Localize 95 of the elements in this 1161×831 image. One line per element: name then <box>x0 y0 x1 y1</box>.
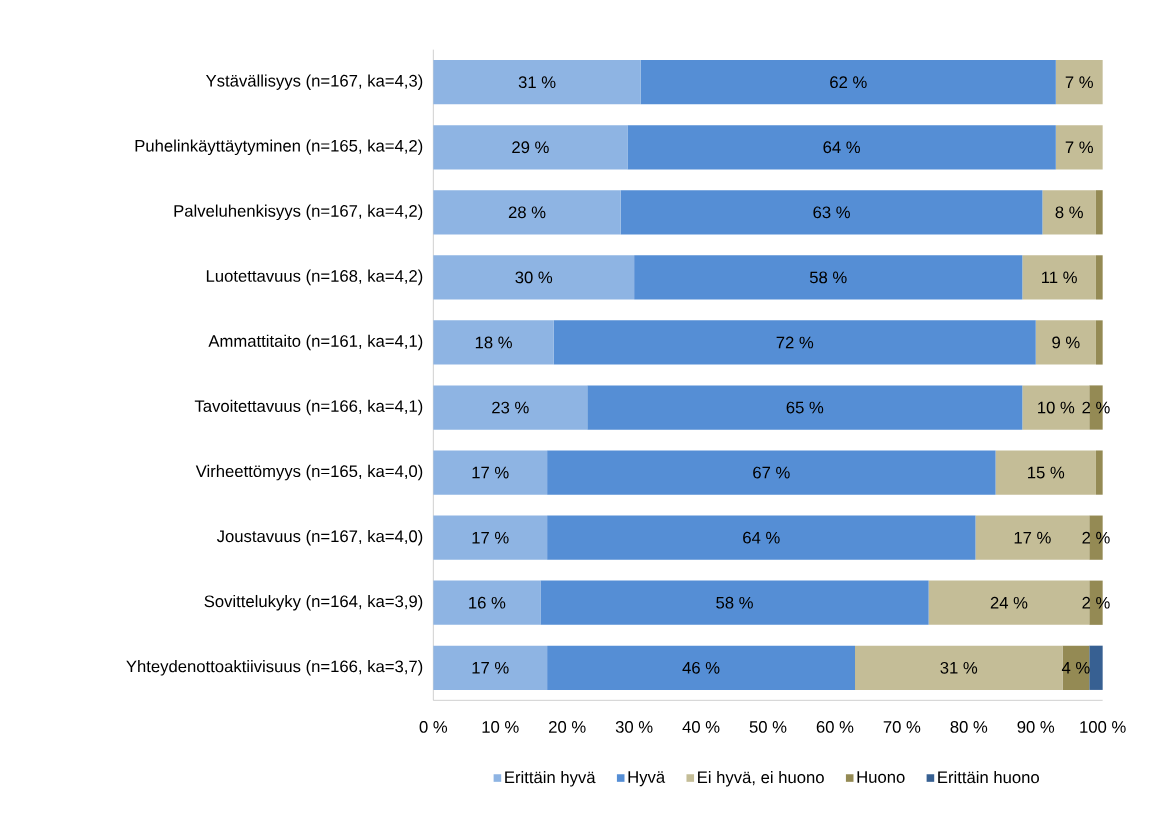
bar <box>1035 320 1096 365</box>
data-label: 17 % <box>1014 531 1051 544</box>
data-label: 2 % <box>1082 596 1110 609</box>
data-label: 63 % <box>813 206 850 219</box>
bar <box>433 385 588 430</box>
bar <box>433 580 541 625</box>
bar <box>634 255 1023 300</box>
data-label: 10 % <box>1038 401 1075 414</box>
bar <box>547 645 856 690</box>
bar <box>627 125 1056 170</box>
bar <box>928 580 1090 625</box>
data-label: 17 % <box>472 661 509 674</box>
y-tick-label: Palveluhenkisyys (n=167, ka=4,2) <box>174 204 423 221</box>
data-label: 29 % <box>512 141 549 154</box>
x-tick-label: 100 % <box>1080 721 1126 733</box>
bar <box>1042 190 1096 235</box>
data-label: 4 % <box>1061 661 1090 674</box>
bar <box>1089 645 1103 690</box>
bar <box>433 450 548 495</box>
data-label: 24 % <box>990 596 1028 609</box>
bar <box>975 515 1090 560</box>
bar <box>1095 320 1103 365</box>
x-tick-label: 50 % <box>749 721 787 733</box>
data-label: 8 % <box>1055 206 1083 219</box>
bar <box>553 320 1036 365</box>
y-tick-label: Luotettavuus (n=168, ka=4,2) <box>206 269 423 286</box>
data-label: 7 % <box>1065 141 1093 154</box>
bar <box>1055 125 1103 170</box>
bar <box>433 515 548 560</box>
x-tick-label: 70 % <box>883 721 921 733</box>
x-tick-label: 80 % <box>950 721 988 733</box>
legend-label: Huono <box>857 771 905 783</box>
bar <box>1055 60 1103 105</box>
data-label: 17 % <box>472 466 509 479</box>
bar <box>433 190 621 235</box>
legend-label: Erittäin huono <box>938 770 1039 784</box>
data-label: 17 % <box>472 531 509 544</box>
bar <box>433 60 641 105</box>
legend-label: Hyvä <box>628 771 666 787</box>
bar <box>433 320 554 365</box>
x-tick-label: 10 % <box>482 721 519 733</box>
data-label: 72 % <box>776 336 814 349</box>
data-label: 65 % <box>786 401 824 414</box>
y-tick-label: Ammattitaito (n=161, ka=4,1) <box>208 334 423 351</box>
bar <box>547 450 996 495</box>
data-label: 23 % <box>492 401 529 414</box>
bar <box>587 385 1023 430</box>
data-label: 7 % <box>1065 76 1093 89</box>
data-label: 15 % <box>1028 466 1065 479</box>
bar <box>1022 255 1096 300</box>
y-tick-label: Sovittelukyky (n=164, ka=3,9) <box>204 594 423 611</box>
bar <box>640 60 1056 105</box>
data-label: 67 % <box>753 466 790 479</box>
data-label: 31 % <box>940 661 978 674</box>
data-label: 2 % <box>1082 531 1110 544</box>
data-label: 28 % <box>508 206 546 219</box>
bar <box>620 190 1043 235</box>
bar <box>995 450 1096 495</box>
x-tick-label: 20 % <box>549 721 586 733</box>
data-label: 46 % <box>682 661 720 674</box>
data-label: 31 % <box>518 76 556 89</box>
bar <box>855 645 1063 690</box>
y-tick-label: Puhelinkäyttäytyminen (n=165, ka=4,2) <box>135 139 423 156</box>
data-label: 58 % <box>716 596 753 609</box>
bar <box>1022 385 1090 430</box>
data-label: 9 % <box>1052 336 1080 349</box>
bar <box>1095 450 1103 495</box>
bar <box>433 255 635 300</box>
data-label: 30 % <box>515 271 553 284</box>
bar <box>1095 190 1103 235</box>
bar <box>547 515 976 560</box>
x-tick-label: 90 % <box>1017 721 1055 733</box>
data-label: 2 % <box>1082 401 1110 414</box>
x-tick-label: 30 % <box>615 721 653 733</box>
x-tick-label: 60 % <box>816 721 854 733</box>
bar <box>433 645 548 690</box>
data-label: 11 % <box>1042 271 1077 284</box>
bar <box>1095 255 1103 300</box>
y-tick-label: Ystävällisyys (n=167, ka=4,3) <box>205 74 423 90</box>
data-label: 16 % <box>469 596 506 609</box>
x-tick-label: 40 % <box>682 721 720 733</box>
x-tick-label: 0 % <box>419 721 448 733</box>
legend-label: Ei hyvä, ei huono <box>698 770 824 787</box>
y-tick-label: Yhteydenottoaktiivisuus (n=166, ka=3,7) <box>126 660 423 676</box>
y-tick-label: Virheettömyys (n=165, ka=4,0) <box>195 464 423 481</box>
data-label: 64 % <box>743 531 780 544</box>
legend-label: Erittäin hyvä <box>505 770 596 787</box>
data-label: 18 % <box>475 336 512 349</box>
y-tick-label: Tavoitettavuus (n=166, ka=4,1) <box>194 399 423 416</box>
bar <box>540 580 929 625</box>
data-label: 58 % <box>809 271 847 284</box>
y-tick-label: Joustavuus (n=167, ka=4,0) <box>216 529 423 546</box>
data-label: 62 % <box>830 76 867 89</box>
bar <box>433 125 628 170</box>
data-label: 64 % <box>823 141 861 154</box>
